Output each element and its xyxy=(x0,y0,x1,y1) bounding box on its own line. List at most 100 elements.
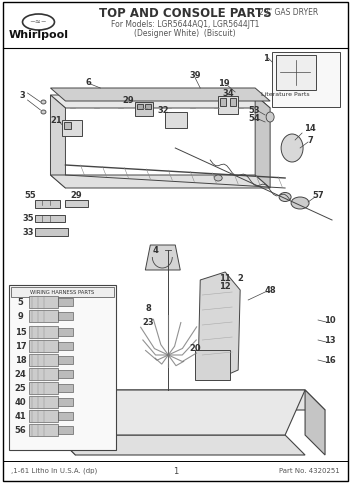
Polygon shape xyxy=(55,435,305,455)
Bar xyxy=(28,410,58,422)
Polygon shape xyxy=(55,390,325,410)
Text: TOP AND CONSOLE PARTS: TOP AND CONSOLE PARTS xyxy=(99,6,272,19)
Text: Whirlpool: Whirlpool xyxy=(8,30,69,40)
Text: 35: 35 xyxy=(23,213,34,223)
Text: 29: 29 xyxy=(122,96,134,104)
Text: 54: 54 xyxy=(248,114,260,123)
Text: ,1-61 Litho In U.S.A. (dp): ,1-61 Litho In U.S.A. (dp) xyxy=(10,468,97,474)
Bar xyxy=(58,426,74,434)
Bar xyxy=(8,285,116,450)
Ellipse shape xyxy=(279,193,291,201)
Polygon shape xyxy=(145,245,180,270)
Ellipse shape xyxy=(214,175,222,181)
Bar xyxy=(58,384,74,392)
Bar xyxy=(58,342,74,350)
Bar xyxy=(58,412,74,420)
Bar xyxy=(62,120,82,136)
Text: 1: 1 xyxy=(263,54,269,62)
Text: 16: 16 xyxy=(324,355,336,365)
Bar xyxy=(28,354,58,366)
Text: 7: 7 xyxy=(307,136,313,144)
Text: 25: 25 xyxy=(15,384,26,393)
Text: 4: 4 xyxy=(152,245,158,255)
Text: For Models: LGR5644AQ1, LGR5644JT1: For Models: LGR5644AQ1, LGR5644JT1 xyxy=(111,19,259,28)
Bar xyxy=(28,340,58,352)
Text: WIRING HARNESS PARTS: WIRING HARNESS PARTS xyxy=(30,289,95,295)
Polygon shape xyxy=(305,390,325,455)
Text: 48: 48 xyxy=(264,285,276,295)
Ellipse shape xyxy=(281,134,303,162)
Text: 6: 6 xyxy=(85,77,91,86)
Text: 53: 53 xyxy=(248,105,260,114)
Text: 40: 40 xyxy=(15,398,26,407)
Bar xyxy=(165,112,187,128)
Text: 20: 20 xyxy=(189,343,201,353)
Text: 9: 9 xyxy=(18,312,23,321)
Bar xyxy=(58,298,74,306)
Polygon shape xyxy=(55,390,305,435)
Bar xyxy=(137,104,144,109)
Polygon shape xyxy=(35,215,65,222)
Text: 41: 41 xyxy=(15,412,26,421)
Text: 10: 10 xyxy=(324,315,336,325)
Text: 1: 1 xyxy=(173,467,178,475)
Text: 32: 32 xyxy=(158,105,169,114)
Polygon shape xyxy=(50,95,270,108)
Bar xyxy=(10,287,114,297)
Text: 29" GAS DRYER: 29" GAS DRYER xyxy=(259,8,318,16)
Text: (Designer White)  (Biscuit): (Designer White) (Biscuit) xyxy=(134,28,236,38)
Bar xyxy=(195,350,230,380)
Bar xyxy=(28,310,58,322)
Text: ~≈~: ~≈~ xyxy=(30,19,47,25)
Text: 5: 5 xyxy=(18,298,23,307)
Bar xyxy=(28,326,58,338)
Polygon shape xyxy=(50,88,270,101)
Ellipse shape xyxy=(266,112,274,122)
Bar xyxy=(145,104,151,109)
Bar xyxy=(218,96,238,114)
Polygon shape xyxy=(55,390,76,455)
Text: 17: 17 xyxy=(15,341,26,351)
Text: Part No. 4320251: Part No. 4320251 xyxy=(279,468,340,474)
Text: 14: 14 xyxy=(304,124,316,132)
Text: 33: 33 xyxy=(23,227,34,237)
Text: 12: 12 xyxy=(219,282,231,290)
Polygon shape xyxy=(50,95,65,188)
Text: 55: 55 xyxy=(25,190,36,199)
Text: 57: 57 xyxy=(312,190,324,199)
Text: 13: 13 xyxy=(324,336,336,344)
Text: 34: 34 xyxy=(222,88,234,98)
Text: 19: 19 xyxy=(218,79,230,87)
Bar xyxy=(28,424,58,436)
Bar xyxy=(28,396,58,408)
Bar xyxy=(64,122,71,129)
Polygon shape xyxy=(198,272,240,380)
Bar xyxy=(58,328,74,336)
Text: 24: 24 xyxy=(15,369,26,379)
Text: 2: 2 xyxy=(237,273,243,283)
Ellipse shape xyxy=(41,110,46,114)
Text: 11: 11 xyxy=(219,273,231,283)
Bar xyxy=(58,398,74,406)
Bar xyxy=(230,98,236,106)
Text: Literature Parts: Literature Parts xyxy=(261,91,310,97)
Text: 39: 39 xyxy=(189,71,201,80)
Bar xyxy=(276,55,316,90)
Polygon shape xyxy=(35,228,69,236)
Bar xyxy=(28,368,58,380)
Bar xyxy=(220,98,226,106)
Polygon shape xyxy=(50,175,270,188)
Text: 23: 23 xyxy=(142,317,154,327)
Bar xyxy=(28,382,58,394)
Text: 21: 21 xyxy=(51,115,62,125)
Bar xyxy=(135,102,153,116)
Ellipse shape xyxy=(41,100,46,104)
Text: 3: 3 xyxy=(20,90,26,99)
Bar xyxy=(28,296,58,308)
Polygon shape xyxy=(65,200,89,207)
Polygon shape xyxy=(35,200,61,208)
Bar xyxy=(58,356,74,364)
Text: 56: 56 xyxy=(15,426,26,435)
Bar xyxy=(272,52,340,107)
Text: 8: 8 xyxy=(146,303,151,313)
